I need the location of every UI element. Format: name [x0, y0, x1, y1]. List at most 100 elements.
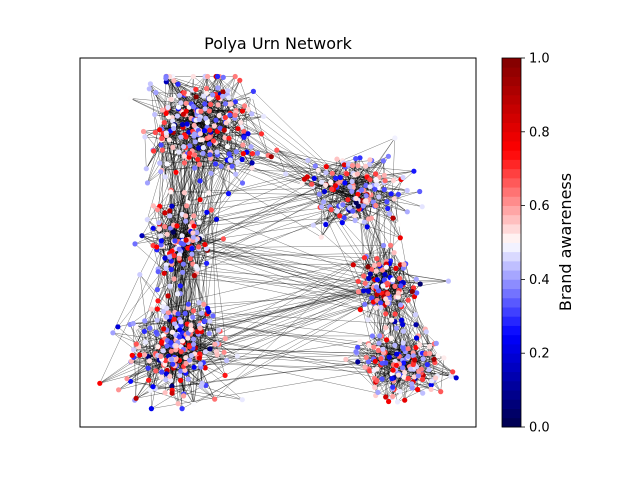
network-node	[158, 374, 165, 380]
network-node	[195, 156, 201, 162]
network-node	[376, 194, 382, 200]
network-node	[164, 314, 170, 320]
network-node	[227, 112, 233, 118]
network-node	[353, 349, 359, 355]
network-edge	[161, 138, 210, 334]
network-node	[373, 176, 379, 183]
network-node	[371, 344, 377, 350]
network-node	[367, 271, 373, 277]
network-edge	[173, 80, 226, 104]
network-edge	[402, 346, 453, 372]
network-node	[204, 120, 210, 126]
network-node	[161, 120, 167, 126]
network-node	[220, 93, 226, 99]
network-node	[249, 94, 255, 100]
network-edge	[356, 198, 385, 306]
network-edge	[367, 182, 385, 267]
network-edge	[188, 157, 194, 225]
colorbar-segment	[502, 233, 521, 243]
colorbar-segment	[502, 362, 521, 373]
colorbar-segment	[502, 380, 521, 391]
network-node	[188, 327, 194, 333]
network-edge	[401, 300, 409, 321]
network-edge	[151, 370, 375, 409]
network-node	[215, 95, 221, 101]
network-node	[328, 207, 334, 213]
network-node	[360, 203, 366, 209]
network-node	[181, 393, 187, 399]
network-edge	[139, 274, 176, 313]
network-node	[450, 369, 456, 375]
network-node	[400, 328, 406, 334]
network-edge	[199, 353, 393, 397]
network-node	[222, 335, 228, 342]
network-node	[158, 142, 164, 148]
colorbar-segment	[502, 408, 521, 419]
network-node	[357, 338, 363, 344]
network-node	[217, 125, 223, 131]
network-edge	[169, 178, 336, 258]
network-node	[353, 156, 359, 162]
network-node	[384, 300, 390, 306]
network-node	[387, 211, 393, 217]
network-edge	[209, 285, 401, 350]
network-edge	[398, 223, 406, 264]
network-node	[384, 337, 390, 343]
network-node	[169, 203, 175, 209]
network-node	[161, 326, 167, 332]
network-node	[196, 244, 202, 250]
colorbar-segment	[502, 288, 521, 299]
network-node	[342, 180, 348, 186]
colorbar-segment	[502, 417, 521, 428]
network-node	[245, 106, 251, 112]
network-node	[376, 261, 382, 267]
network-node	[180, 269, 186, 275]
network-node	[357, 155, 363, 161]
network-nodes	[97, 73, 459, 412]
colorbar-segment	[502, 353, 521, 363]
network-node	[183, 218, 189, 224]
network-node	[169, 248, 175, 254]
network-node	[362, 364, 368, 370]
network-node	[155, 344, 161, 350]
network-node	[193, 94, 199, 100]
network-node	[233, 149, 239, 155]
network-node	[401, 374, 407, 380]
network-edge	[200, 322, 374, 348]
network-node	[254, 150, 261, 156]
network-node	[329, 186, 335, 192]
network-node	[361, 255, 368, 261]
network-node	[179, 233, 185, 239]
network-node	[384, 280, 390, 286]
network-node	[226, 95, 232, 101]
network-node	[373, 171, 379, 177]
network-node	[164, 343, 170, 349]
network-node	[183, 355, 189, 361]
network-node	[171, 316, 177, 322]
network-node	[206, 330, 212, 337]
colorbar-segment	[502, 279, 521, 290]
network-node	[150, 203, 156, 209]
network-node	[190, 308, 197, 314]
network-node	[168, 189, 174, 195]
network-node	[162, 174, 168, 180]
network-edge	[185, 356, 238, 358]
network-node	[242, 103, 248, 109]
colorbar-segment	[502, 113, 521, 123]
network-node	[386, 398, 392, 405]
network-node	[110, 330, 116, 336]
network-node	[182, 367, 188, 373]
colorbar-segment	[502, 242, 521, 253]
network-node	[340, 202, 346, 208]
network-node	[207, 318, 213, 324]
network-edge	[200, 363, 429, 370]
network-node	[366, 216, 372, 222]
network-node	[341, 162, 347, 168]
network-node	[390, 393, 396, 399]
network-node	[420, 356, 426, 362]
network-node	[191, 131, 198, 137]
network-node	[222, 114, 228, 121]
network-edge	[173, 250, 399, 291]
network-node	[390, 384, 396, 390]
network-edge	[196, 91, 254, 267]
